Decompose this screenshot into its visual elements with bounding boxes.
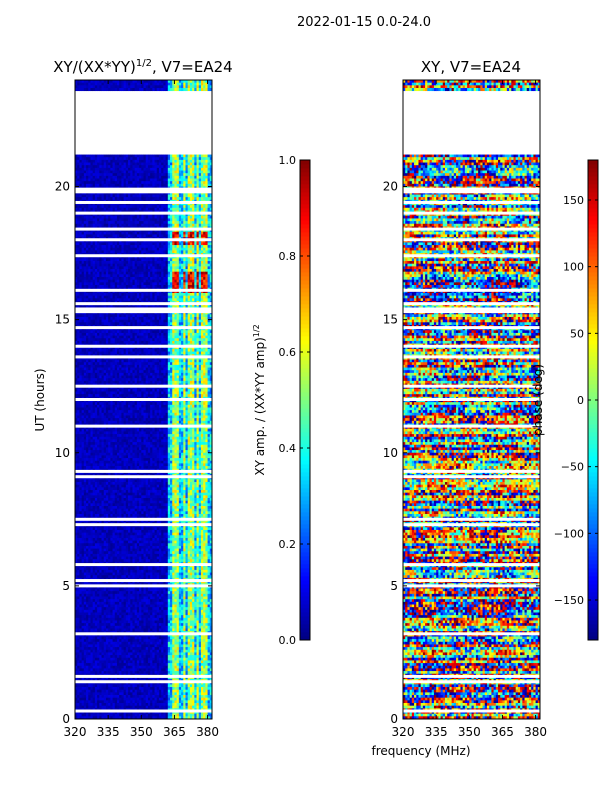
figure: 2022-01-15 0.0-24.0 XY/(XX*YY)1/2, V7=EA…	[0, 0, 600, 800]
left-heatmap	[75, 80, 212, 719]
figure-suptitle: 2022-01-15 0.0-24.0	[297, 15, 431, 30]
left-panel-title: XY/(XX*YY)1/2, V7=EA24	[53, 58, 232, 76]
right-panel-title: XY, V7=EA24	[421, 58, 521, 76]
